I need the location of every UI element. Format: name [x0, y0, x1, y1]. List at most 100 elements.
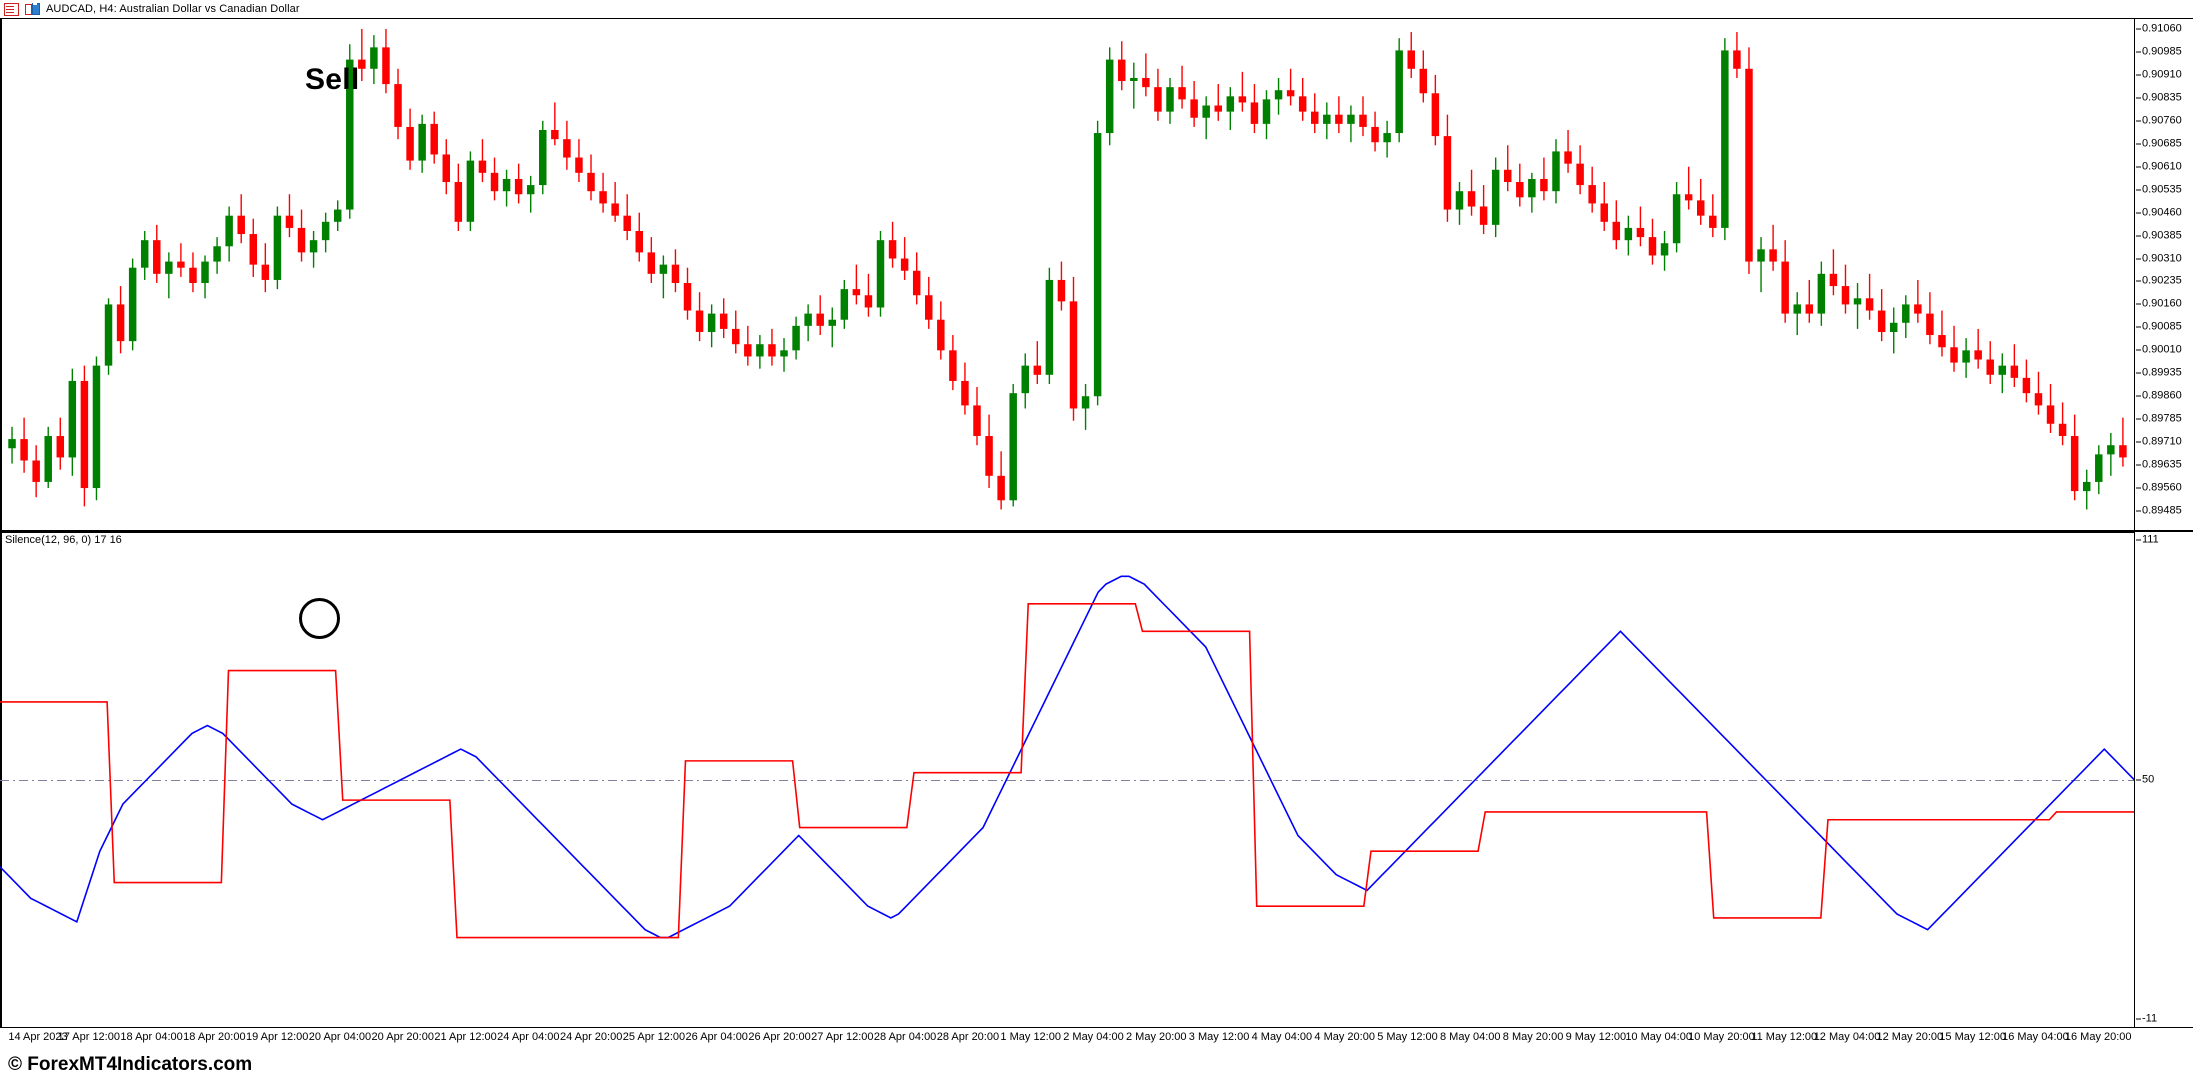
- time-axis: 14 Apr 2023 17 Apr 12:00 18 Apr 04:00 18 Ap…: [0, 1029, 2193, 1053]
- price-tick-label: 0.90010: [2142, 343, 2182, 356]
- price-tick: [2136, 464, 2141, 466]
- price-tick: [2136, 212, 2141, 214]
- time-tick-label: 14 Apr 2023: [8, 1031, 68, 1043]
- price-tick-label: 0.89935: [2142, 366, 2182, 379]
- chart-list-icon[interactable]: [4, 2, 19, 16]
- candlestick-plot: [8, 29, 2127, 510]
- time-tick-label: 2 May 20:00: [1126, 1031, 1187, 1043]
- price-tick-label: 0.90760: [2142, 114, 2182, 127]
- time-tick-label: 25 Apr 12:00: [622, 1031, 686, 1043]
- time-tick-label: 28 Apr 20:00: [936, 1031, 1000, 1043]
- time-tick-label: 12 May 20:00: [1876, 1031, 1944, 1043]
- time-tick-label: 10 May 04:00: [1625, 1031, 1692, 1043]
- time-tick-label: 16 May 04:00: [2002, 1031, 2069, 1043]
- price-tick-label: 0.90685: [2142, 137, 2182, 150]
- silence-indicator-plot: [0, 575, 2134, 939]
- price-tick: [2136, 120, 2141, 122]
- time-tick-label: 17 Apr 12:00: [57, 1031, 120, 1043]
- page-title: AUDCAD, H4: Australian Dollar vs Canadia…: [46, 3, 300, 15]
- indicator-tick-label: 50: [2142, 773, 2155, 785]
- time-tick-label: 19 Apr 12:00: [245, 1031, 309, 1043]
- price-tick-label: 0.90085: [2142, 320, 2182, 333]
- price-tick: [2136, 395, 2141, 397]
- price-tick-label: 0.90835: [2142, 91, 2182, 104]
- time-tick-label: 27 Apr 12:00: [811, 1031, 874, 1043]
- price-tick: [2136, 487, 2141, 489]
- watermark: © ForexMT4Indicators.com: [8, 1054, 253, 1075]
- price-tick: [2136, 28, 2141, 30]
- circle-marker-icon: [299, 598, 340, 639]
- sell-annotation-label: Sell: [305, 63, 360, 96]
- price-tick: [2136, 349, 2141, 351]
- price-tick-label: 0.90160: [2142, 297, 2182, 310]
- price-tick-label: 0.90535: [2142, 183, 2182, 196]
- price-tick-label: 0.89635: [2142, 458, 2182, 471]
- price-tick: [2136, 97, 2141, 99]
- indicator-pane[interactable]: [0, 532, 2135, 1027]
- window-split-icon[interactable]: [25, 2, 40, 16]
- time-tick-label: 26 Apr 20:00: [748, 1031, 811, 1043]
- price-tick: [2136, 258, 2141, 260]
- time-tick-label: 18 Apr 04:00: [120, 1031, 183, 1043]
- indicator-axis: 111 50 -11: [2136, 532, 2193, 1027]
- time-tick-label: 20 Apr 04:00: [308, 1031, 372, 1043]
- indicator-tick: [2136, 779, 2141, 780]
- price-tick: [2136, 280, 2141, 282]
- price-tick: [2136, 303, 2141, 305]
- price-tick-label: 0.89785: [2142, 412, 2182, 425]
- indicator-tick: [2136, 1018, 2141, 1020]
- chart-left-border: [0, 19, 2, 1027]
- time-tick-label: 3 May 12:00: [1188, 1031, 1250, 1043]
- time-tick-label: 9 May 12:00: [1565, 1031, 1627, 1043]
- time-tick-label: 28 Apr 04:00: [873, 1031, 937, 1043]
- price-tick-label: 0.90610: [2142, 160, 2182, 173]
- time-tick-label: 20 Apr 20:00: [371, 1031, 434, 1043]
- time-tick-label: 8 May 20:00: [1502, 1031, 1564, 1043]
- time-tick-label: 21 Apr 12:00: [434, 1031, 497, 1043]
- price-tick: [2136, 372, 2141, 374]
- price-tick-label: 0.89860: [2142, 389, 2182, 402]
- price-tick-label: 0.90235: [2142, 274, 2182, 287]
- time-tick-label: 8 May 04:00: [1439, 1031, 1501, 1043]
- price-tick: [2136, 74, 2141, 76]
- price-tick-label: 0.91060: [2142, 22, 2182, 35]
- price-chart-pane[interactable]: [0, 19, 2135, 530]
- time-tick-label: 12 May 04:00: [1813, 1031, 1881, 1043]
- indicator-tick-label: -11: [2142, 1012, 2158, 1025]
- indicator-tick-label: 111: [2142, 533, 2159, 546]
- pane-divider: [0, 530, 2193, 532]
- price-tick: [2136, 51, 2141, 53]
- price-tick: [2136, 418, 2141, 420]
- time-tick-label: 18 Apr 20:00: [183, 1031, 246, 1043]
- time-tick-label: 24 Apr 20:00: [559, 1031, 623, 1043]
- indicator-tick: [2136, 539, 2141, 541]
- price-tick: [2136, 235, 2141, 237]
- time-tick-label: 24 Apr 04:00: [497, 1031, 560, 1043]
- price-tick: [2136, 189, 2141, 191]
- price-tick-label: 0.89710: [2142, 435, 2182, 448]
- time-tick-label: 10 May 20:00: [1688, 1031, 1755, 1043]
- time-tick-label: 4 May 20:00: [1314, 1031, 1375, 1043]
- chart-bottom-border: [0, 1027, 2193, 1028]
- time-tick-label: 16 May 20:00: [2064, 1031, 2132, 1043]
- time-tick-label: 1 May 12:00: [1000, 1031, 1061, 1043]
- time-tick-label: 2 May 04:00: [1063, 1031, 1124, 1043]
- price-tick: [2136, 510, 2141, 512]
- price-tick-label: 0.90385: [2142, 229, 2182, 242]
- price-tick-label: 0.90310: [2142, 252, 2182, 265]
- time-tick-label: 26 Apr 04:00: [685, 1031, 748, 1043]
- chart-title-bar: AUDCAD, H4: Australian Dollar vs Canadia…: [0, 0, 2193, 19]
- price-tick: [2136, 166, 2141, 168]
- price-tick: [2136, 143, 2141, 145]
- price-tick: [2136, 441, 2141, 443]
- price-tick-label: 0.89485: [2142, 504, 2182, 517]
- price-tick-label: 0.90460: [2142, 206, 2182, 219]
- price-tick-label: 0.90985: [2142, 45, 2182, 58]
- indicator-label: Silence(12, 96, 0) 17 16: [5, 534, 122, 546]
- time-tick-label: 11 May 12:00: [1751, 1031, 1818, 1043]
- time-tick-label: 15 May 12:00: [1939, 1031, 2006, 1043]
- price-tick-label: 0.89560: [2142, 481, 2182, 494]
- price-tick: [2136, 326, 2141, 328]
- time-tick-label: 5 May 12:00: [1377, 1031, 1438, 1043]
